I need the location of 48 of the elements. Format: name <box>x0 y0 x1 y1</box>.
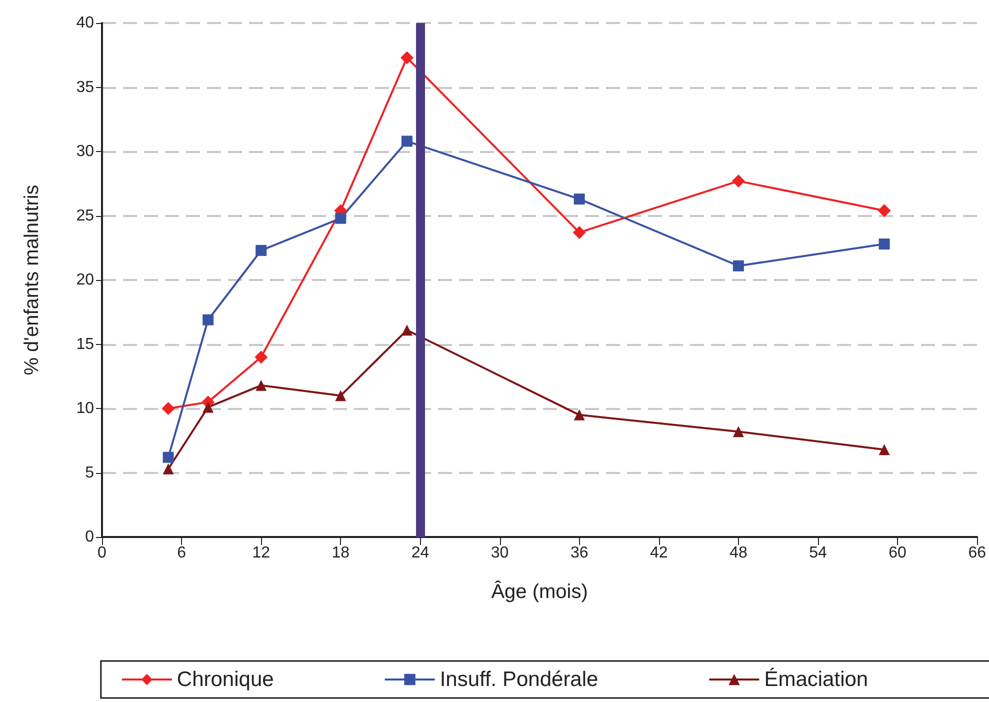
point <box>335 212 346 224</box>
y-tick-label: 40 <box>76 14 94 32</box>
point <box>254 350 268 364</box>
y-tick-label: 25 <box>76 207 94 224</box>
point <box>256 244 267 256</box>
point <box>335 390 346 402</box>
x-tick-label: 66 <box>968 544 986 562</box>
y-tick-label: 10 <box>76 400 94 417</box>
point <box>732 426 744 438</box>
x-tick-label: 0 <box>98 544 107 562</box>
y-tick-label: 0 <box>85 528 94 546</box>
x-tick-label: 60 <box>888 544 907 562</box>
y-tick-label: 30 <box>76 143 94 160</box>
y-tick-label: 15 <box>76 336 94 353</box>
x-tick-label: 24 <box>411 544 430 562</box>
x-tick-label: 36 <box>570 544 588 562</box>
point <box>574 409 585 420</box>
legend-label: Chronique <box>176 668 274 691</box>
point <box>732 174 745 188</box>
point <box>401 324 412 336</box>
x-tick-label: 42 <box>650 544 668 562</box>
point <box>162 452 174 463</box>
x-axis-title: Âge (mois) <box>491 580 588 603</box>
y-tick-label: 35 <box>76 78 94 96</box>
x-tick-label: 6 <box>177 544 186 562</box>
y-tick-label: 5 <box>85 464 94 482</box>
x-tick-label: 48 <box>730 544 748 562</box>
y-tick-label: 20 <box>76 272 94 288</box>
x-tick-label: 12 <box>252 544 270 562</box>
point <box>256 380 267 391</box>
legend-label: Insuff. Pondérale <box>440 668 598 691</box>
point <box>878 238 890 250</box>
point <box>202 402 214 413</box>
point <box>572 226 586 239</box>
x-tick-label: 18 <box>332 544 350 562</box>
point <box>202 314 214 326</box>
legend-label: Émaciation <box>764 667 868 691</box>
point <box>162 463 174 474</box>
x-tick-label: 54 <box>809 544 827 562</box>
point <box>401 136 412 147</box>
point <box>162 402 175 415</box>
point <box>400 51 414 64</box>
y-axis-title: % d'enfants malnutris <box>21 184 43 376</box>
point <box>732 260 744 272</box>
point <box>574 194 585 205</box>
point <box>878 204 891 218</box>
point <box>878 444 890 456</box>
x-tick-label: 30 <box>490 544 509 562</box>
